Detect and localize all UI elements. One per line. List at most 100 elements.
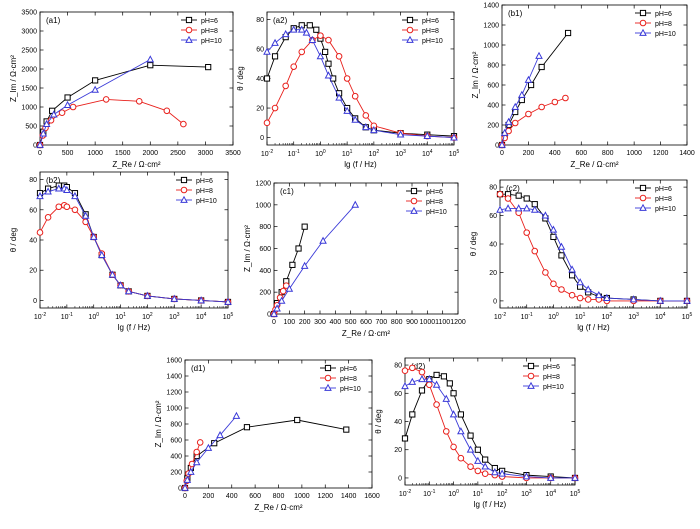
data-point-triangle — [410, 206, 418, 214]
y-tick-label: 1000 — [21, 105, 37, 112]
data-point-triangle — [224, 297, 232, 305]
x-tick-label: 2000 — [142, 150, 158, 157]
x-tick-label: 10-2 — [34, 312, 46, 321]
series-pH8 — [263, 32, 458, 141]
data-point-triangle — [146, 55, 155, 63]
x-axis-label: Z_Re / Ω·cm² — [570, 160, 619, 169]
data-point-triangle — [511, 102, 520, 110]
x-tick-label: 101 — [342, 149, 353, 158]
data-point-triangle — [466, 445, 475, 453]
data-point-triangle — [639, 28, 647, 36]
x-tick-label: 104 — [196, 312, 207, 321]
x-tick-label: 1400 — [341, 493, 357, 500]
data-point-triangle — [263, 47, 271, 55]
series-pH10 — [36, 184, 232, 305]
x-tick-label: 800 — [602, 150, 614, 157]
legend-label: pH=8 — [201, 28, 218, 35]
data-point-triangle — [418, 374, 426, 383]
data-point-triangle — [170, 294, 179, 302]
data-point-square — [211, 440, 218, 447]
y-tick-label: 1400 — [483, 3, 499, 10]
panel-label: (a2) — [273, 16, 288, 25]
data-point-triangle — [316, 52, 325, 60]
data-point-triangle — [370, 125, 378, 134]
y-tick-label: 0 — [495, 143, 499, 150]
data-point-triangle — [42, 119, 51, 127]
x-tick-label: 100 — [448, 489, 459, 498]
data-point-triangle — [549, 225, 558, 233]
y-tick-label: 500 — [25, 124, 37, 131]
data-point-square — [271, 53, 279, 60]
data-point-square — [185, 16, 193, 24]
x-tick-label: 105 — [223, 312, 234, 321]
x-tick-label: 500 — [345, 319, 357, 326]
legend: pH=6 pH=8 pH=10 — [176, 176, 217, 205]
panel-label: (c1) — [280, 187, 294, 196]
data-point-triangle — [97, 250, 106, 259]
data-point-circle — [185, 26, 193, 34]
data-point-square — [474, 446, 481, 453]
data-point-circle — [584, 296, 592, 303]
data-point-circle — [324, 374, 332, 382]
x-tick-label: 800 — [391, 319, 403, 326]
x-axis-label: lg (f / Hz) — [344, 160, 377, 169]
data-point-square — [418, 387, 426, 394]
series-line — [39, 64, 209, 146]
data-point-triangle — [535, 51, 543, 59]
data-point-circle — [362, 112, 370, 119]
data-point-square — [330, 75, 337, 82]
x-tick-label: 900 — [406, 319, 418, 326]
y-axis-label: θ / deg — [236, 66, 245, 90]
data-point-triangle — [124, 287, 133, 295]
data-point-triangle — [450, 133, 458, 141]
y-tick-label: 20 — [394, 447, 402, 454]
y-tick-label: 80 — [256, 17, 264, 24]
legend-label: pH=10 — [655, 31, 676, 38]
data-point-triangle — [576, 278, 584, 286]
x-tick-label: 104 — [545, 489, 556, 498]
data-point-triangle — [351, 115, 360, 123]
panel-label: (d2) — [411, 362, 426, 371]
data-point-circle — [180, 186, 188, 194]
data-point-circle — [531, 247, 539, 255]
panel-label: (b1) — [508, 9, 523, 18]
legend-label: pH=6 — [201, 18, 218, 25]
x-tick-label: 300 — [314, 319, 326, 326]
data-point-circle — [467, 463, 474, 470]
y-tick-label: 800 — [259, 224, 271, 231]
y-tick-label: 400 — [170, 454, 182, 461]
data-point-triangle — [116, 281, 125, 289]
series-line — [404, 378, 575, 479]
data-point-triangle — [89, 232, 98, 240]
data-point-triangle — [297, 25, 306, 33]
data-point-triangle — [406, 35, 414, 43]
data-point-triangle — [63, 100, 72, 108]
y-tick-label: 800 — [487, 63, 499, 70]
chart-b2: 10-2 10-1 100 101 102 103 104 105 0 20 40 60 80 (b2) l… — [9, 171, 234, 332]
data-point-triangle — [500, 128, 509, 136]
x-tick-label: 3000 — [198, 150, 214, 157]
data-point-triangle — [361, 123, 370, 131]
data-point-circle — [279, 287, 287, 295]
x-axis-label: Z_Re / Ω·cm² — [342, 329, 391, 338]
x-tick-label: 10-1 — [61, 312, 73, 321]
y-tick-label: 40 — [29, 238, 37, 245]
y-tick-label: 0 — [33, 143, 37, 150]
data-point-circle — [58, 109, 66, 116]
y-tick-label: 3500 — [21, 10, 37, 17]
legend-label: pH=6 — [426, 189, 443, 196]
data-point-square — [406, 16, 414, 24]
data-point-square — [263, 75, 271, 82]
x-tick-label: 2500 — [170, 150, 186, 157]
x-tick-label: 105 — [570, 489, 581, 498]
data-point-triangle — [603, 293, 611, 301]
data-point-square — [482, 456, 489, 463]
data-point-circle — [576, 294, 584, 302]
data-point-triangle — [270, 309, 278, 317]
x-tick-label: 102 — [497, 489, 508, 498]
y-axis-label: θ / deg — [9, 228, 18, 252]
x-tick-label: 102 — [142, 312, 153, 321]
data-point-square — [527, 81, 535, 89]
series-pH10 — [36, 55, 155, 148]
